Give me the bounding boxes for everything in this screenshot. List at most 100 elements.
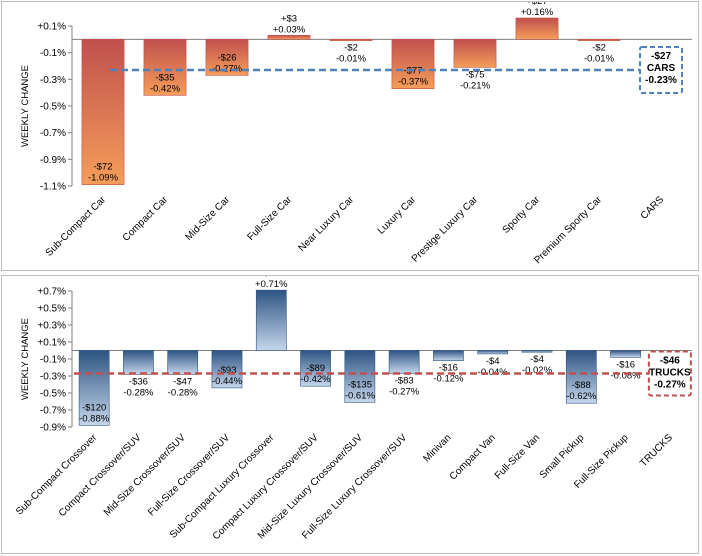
category-label: Mid-Size Crossover/SUV [102,432,188,518]
data-label-pct: -0.21% [460,80,491,91]
bar [388,350,420,374]
category-label: Minivan [421,432,453,464]
data-label-dollar: -$36 [129,376,148,387]
data-label-pct: -0.88% [79,413,110,424]
bar [577,39,621,41]
category-label: CARS [639,194,667,222]
category-label: Prestige Luxury Car [410,194,481,265]
y-tick-label: -0.7% [40,406,66,417]
data-label-pct: -0.02% [522,365,553,376]
category-label: Compact Car [121,194,171,244]
bar [344,350,376,403]
data-label-dollar: -$4 [530,354,544,365]
category-label: Full-Size Van [493,432,542,481]
data-label-dollar: -$16 [439,363,458,374]
data-label-dollar: -$26 [217,52,236,63]
bar [211,350,243,389]
data-label-pct: -0.62% [566,391,597,402]
data-label-dollar: -$75 [465,69,484,80]
data-label-dollar: +$138 [258,276,285,279]
data-label-dollar: -$2 [592,43,606,54]
data-label-pct: -0.01% [584,54,615,65]
data-label-dollar: -$135 [348,379,372,390]
bar [521,350,553,353]
data-label-pct: -0.27% [212,63,243,74]
y-tick-label: -0.1% [40,48,66,59]
bar [565,350,597,404]
category-label: Compact Crossover/SUV [57,432,144,519]
average-pct: -0.27% [654,379,686,390]
data-label-dollar: -$4 [486,356,500,367]
bar [167,350,199,375]
data-label-pct: -0.28% [123,387,154,398]
y-axis-label: WEEKLY CHANGE [20,318,31,400]
data-label-pct: -0.61% [345,390,376,401]
data-label-dollar: +$27 [526,2,547,7]
y-tick-label: -0.3% [40,372,66,383]
y-tick-label: -0.5% [40,389,66,400]
bar [143,39,187,96]
data-label-pct: -0.44% [212,376,243,387]
data-label-dollar: -$93 [217,365,236,376]
data-label-pct: -1.09% [88,173,119,184]
y-tick-label: +0.1% [37,338,66,349]
cars-chart-panel: +0.1% -0.1% -0.3% -0.5% -0.7% -0.9% -1.1% WEEKL… [1,1,699,271]
data-label-dollar: -$83 [395,375,414,386]
category-label: Premium Sporty Car [532,194,604,266]
category-label: TRUCKS [638,432,675,469]
data-label-pct: -0.28% [168,387,199,398]
data-label-dollar: -$120 [82,402,106,413]
category-label: Full-Size Crossover/SUV [146,432,232,518]
data-label-pct: -0.42% [150,83,181,94]
y-tick-label: -0.7% [40,128,66,139]
category-label: Sub-Compact Car [44,194,109,259]
average-box [639,46,683,94]
y-tick-label: +0.7% [37,287,66,298]
bar [267,35,311,40]
data-label-pct: -0.27% [389,386,420,397]
data-label-dollar: -$35 [155,72,174,83]
data-label-pct: +0.16% [521,7,554,18]
average-name: CARS [647,63,676,74]
bar [391,39,435,89]
cars-chart: +0.1% -0.1% -0.3% -0.5% -0.7% -0.9% -1.1% WEEKL… [20,2,692,266]
average-dollar: -$27 [651,51,671,62]
y-tick-label: +0.3% [37,321,66,332]
average-name: TRUCKS [649,367,691,378]
bar [81,39,125,185]
y-tick-label: +0.1% [37,22,66,33]
bar [123,350,154,375]
bar [515,17,559,40]
data-label-dollar: -$89 [306,363,325,374]
category-label: Luxury Car [376,194,419,237]
category-label: Mid-Size Car [183,194,232,243]
y-tick-label: -0.9% [40,423,66,434]
average-box [647,350,692,397]
data-label-dollar: -$72 [93,162,112,173]
y-tick-label: -0.1% [40,355,66,366]
category-label: Sub-Compact Crossover [14,432,100,518]
average-pct: -0.23% [645,75,677,86]
average-dollar: -$46 [660,355,680,366]
bar [610,350,641,358]
bar [329,39,373,41]
y-axis-label: WEEKLY CHANGE [20,65,31,147]
data-label-dollar: -$2 [344,43,358,54]
data-label-pct: -0.42% [301,374,332,385]
data-label-pct: -0.37% [398,77,429,88]
bar [78,350,110,426]
category-label: Small Pickup [538,432,587,481]
category-label: Sporty Car [501,194,543,236]
trucks-chart: +0.7% +0.5% +0.3% +0.1% -0.1% -0.3% -0.5% -0.7%… [14,276,692,542]
category-label: Compact Van [448,432,498,482]
data-label-pct: -0.01% [336,54,367,65]
data-label-pct: +0.03% [273,24,306,35]
y-tick-label: -0.3% [40,75,66,86]
category-label: Near Luxury Car [296,194,356,254]
data-label-pct: -0.12% [433,374,464,385]
y-tick-label: -0.9% [40,155,66,166]
data-label-pct: +0.71% [255,279,288,290]
data-label-dollar: -$47 [173,376,192,387]
data-label-pct: -0.08% [611,370,642,381]
trucks-chart-panel: +0.7% +0.5% +0.3% +0.1% -0.1% -0.3% -0.5% -0.7%… [1,275,699,554]
